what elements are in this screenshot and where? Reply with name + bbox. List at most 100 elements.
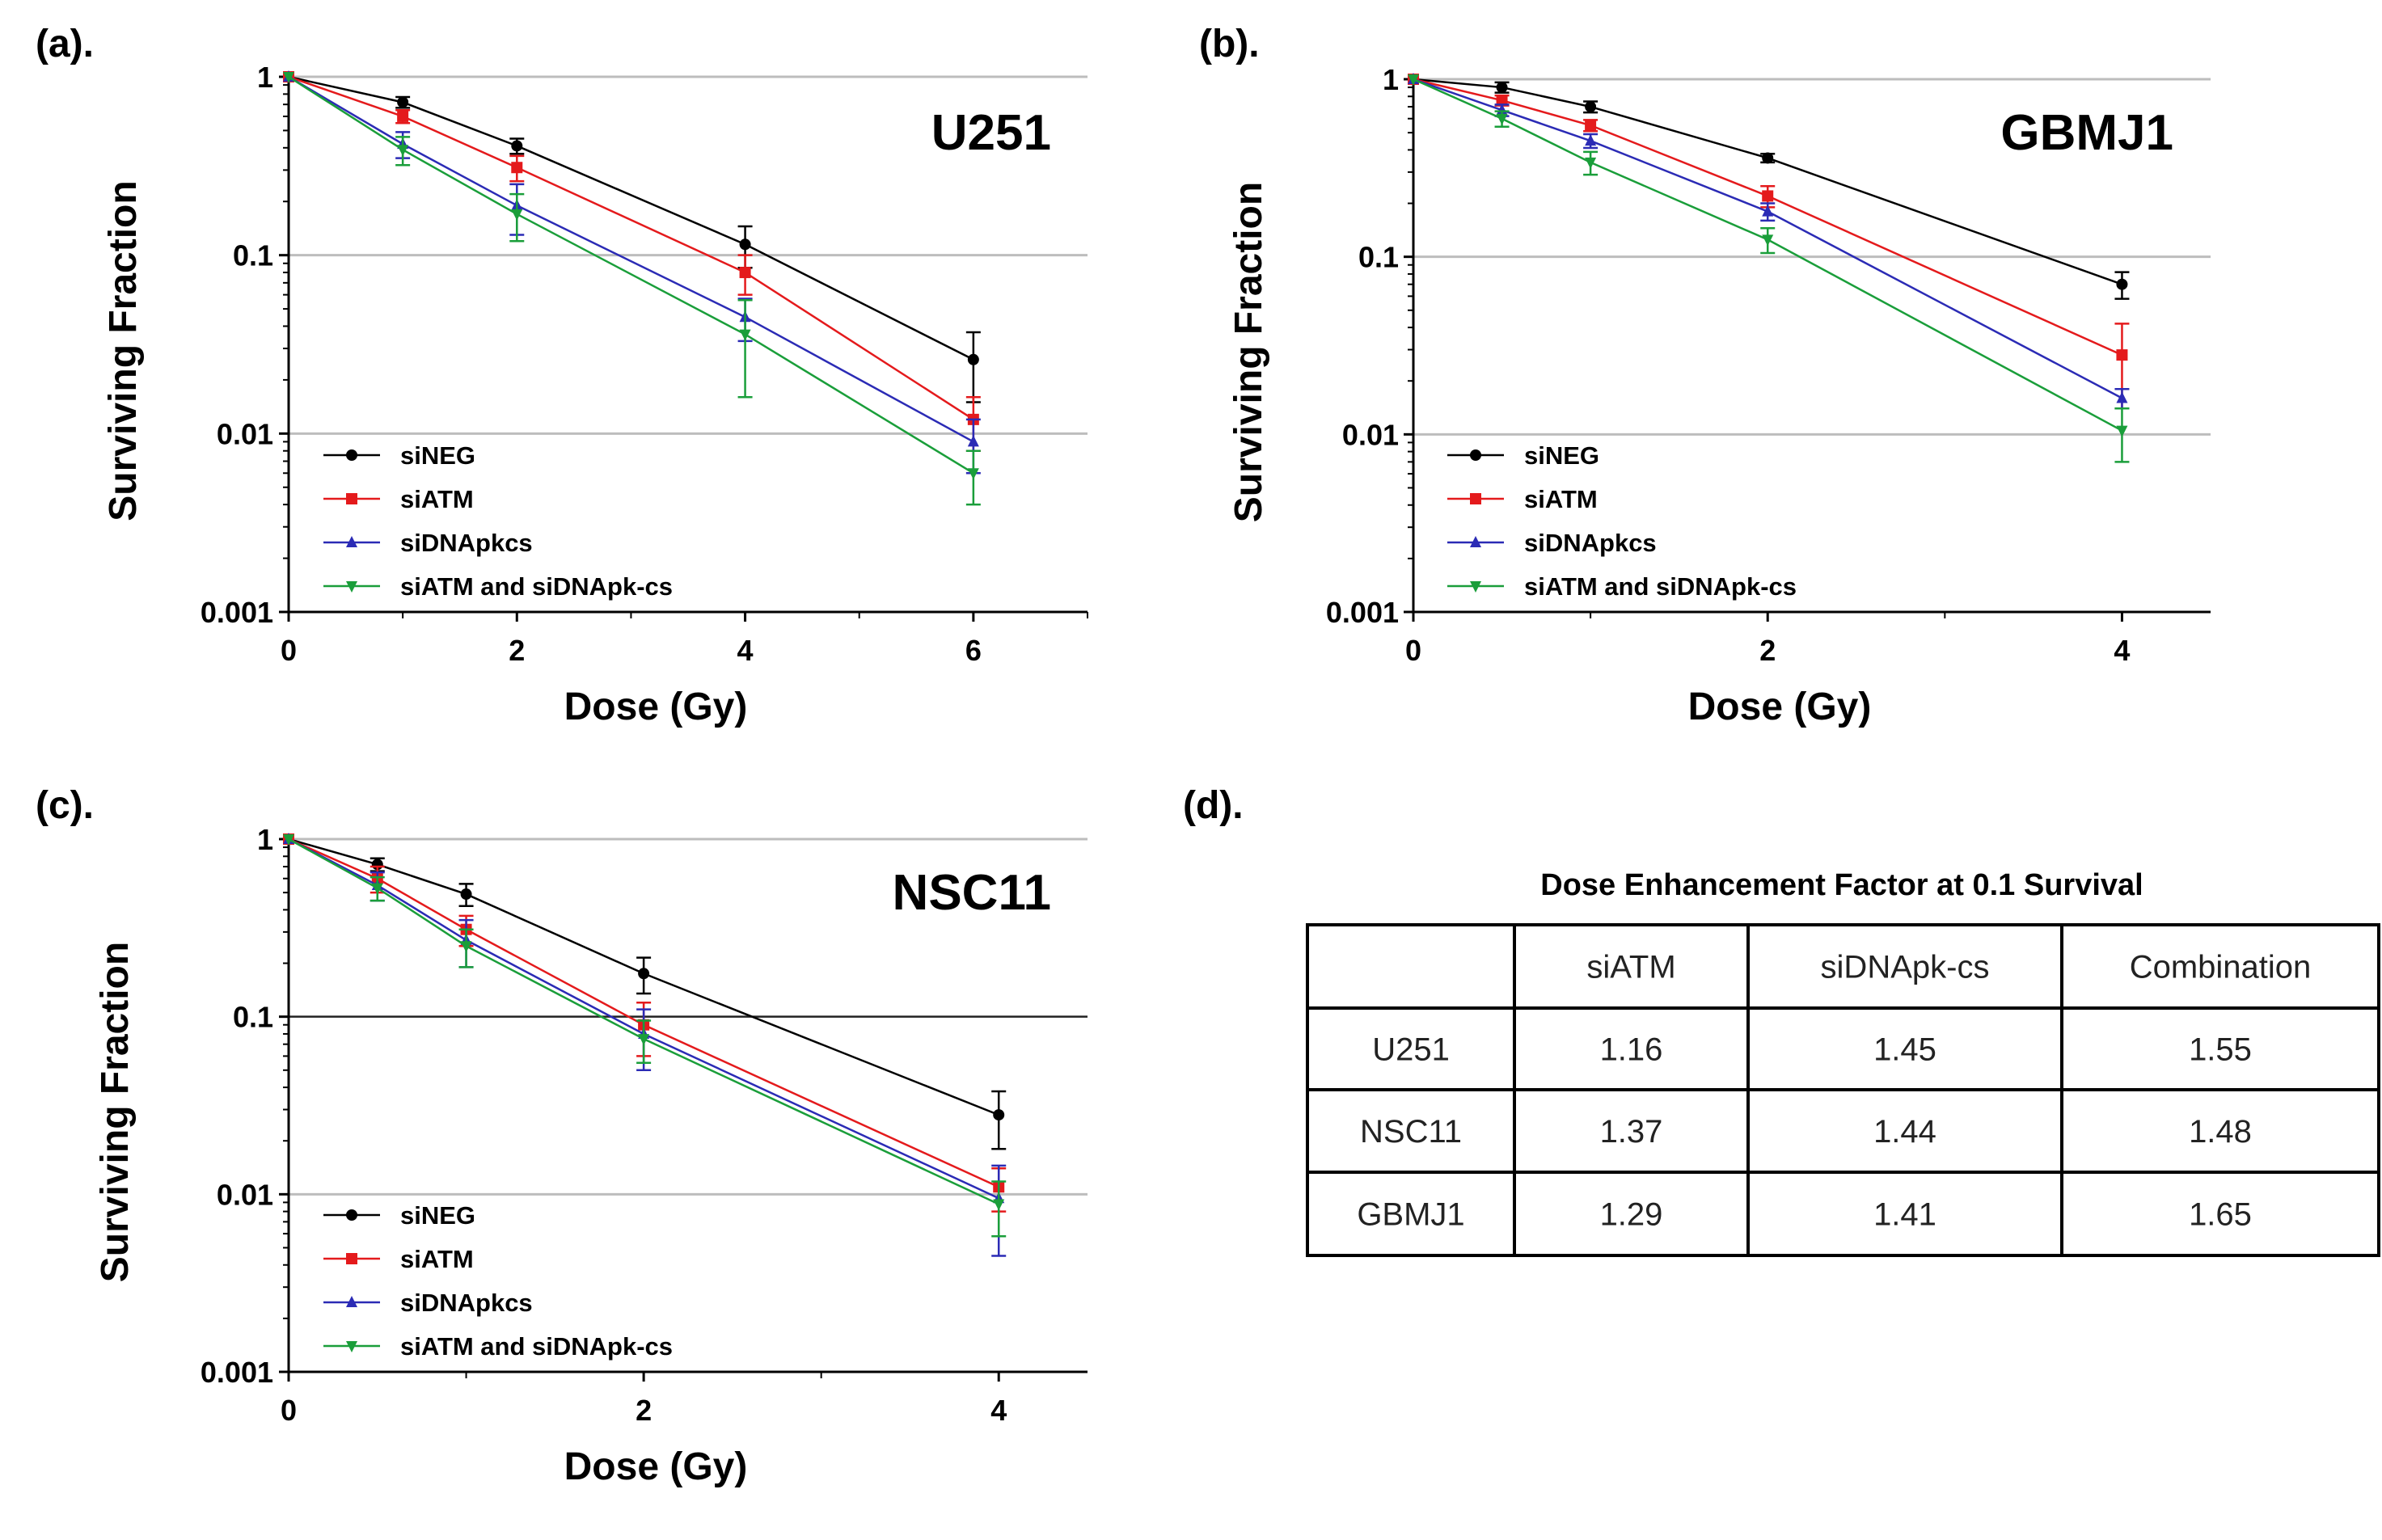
data-point — [2116, 425, 2128, 437]
y-axis-title: Surviving Fraction — [102, 180, 145, 521]
table-cell: 1.37 — [1600, 1114, 1663, 1150]
table-cell: 1.48 — [2189, 1114, 2252, 1150]
data-point — [2116, 349, 2128, 361]
table-cell: 1.55 — [2189, 1032, 2252, 1068]
legend-entry: siATM — [400, 485, 474, 513]
chart-title: NSC11 — [893, 865, 1051, 921]
series-line — [288, 75, 974, 420]
data-point — [1762, 234, 1774, 247]
legend-entry: siDNApkcs — [400, 1289, 533, 1317]
x-tick-label: 2 — [509, 634, 525, 667]
series-line — [288, 75, 974, 361]
data-point — [638, 1034, 650, 1046]
series-line — [288, 75, 974, 443]
legend-entry: siDNApkcs — [400, 529, 533, 557]
table-cell: U251 — [1372, 1032, 1450, 1068]
data-point — [1585, 120, 1597, 132]
data-point — [460, 941, 472, 953]
x-axis-title: Dose (Gy) — [564, 686, 748, 728]
x-tick-label: 0 — [1405, 634, 1421, 667]
data-point — [397, 96, 409, 108]
data-point — [511, 140, 523, 152]
data-point — [739, 238, 751, 251]
data-point — [2116, 391, 2128, 403]
series-siatm-and-sidnapk-cs — [283, 834, 1007, 1238]
y-tick-label: 1 — [257, 823, 273, 856]
x-tick-label: 2 — [636, 1394, 652, 1427]
table-cell: 1.45 — [1873, 1032, 1936, 1068]
y-axis-title: Surviving Fraction — [1227, 182, 1270, 522]
table-cell: 1.65 — [2189, 1197, 2252, 1233]
y-tick-label: 0.001 — [1326, 596, 1399, 629]
legend-marker — [346, 536, 357, 547]
data-point — [739, 329, 751, 341]
data-point — [397, 145, 409, 157]
legend-marker — [346, 1209, 357, 1221]
x-tick-label: 2 — [1759, 634, 1776, 667]
series-sidnapkcs — [283, 70, 981, 475]
legend-marker — [346, 449, 357, 461]
series-sineg — [283, 71, 981, 403]
series-siatm-and-sidnapk-cs — [283, 72, 981, 506]
legend-entry: siATM and siDNApk-cs — [1524, 572, 1797, 601]
data-point — [1585, 134, 1597, 146]
data-point — [2116, 278, 2128, 290]
y-tick-label: 0.01 — [1342, 418, 1399, 451]
data-point — [993, 1199, 1005, 1211]
panel-label: (c). — [36, 784, 94, 827]
table-cell: 1.16 — [1600, 1032, 1663, 1068]
legend: siNEG siATM siDNApkcs siATM and siDNApk-cs — [323, 1201, 673, 1361]
y-tick-label: 1 — [257, 61, 273, 94]
legend: siNEG siATM siDNApkcs siATM and siDNApk-cs — [323, 441, 673, 601]
legend-entry: siATM — [400, 1245, 474, 1273]
y-tick-label: 0.01 — [217, 1178, 273, 1211]
legend-marker — [346, 1341, 357, 1352]
legend-entry: siNEG — [400, 1201, 475, 1230]
chart-title: U251 — [931, 105, 1051, 161]
table-cell: GBMJ1 — [1357, 1197, 1464, 1233]
data-point — [460, 888, 472, 901]
chart-title: GBMJ1 — [2000, 105, 2173, 161]
data-point — [1585, 157, 1597, 169]
data-point — [511, 162, 523, 174]
y-tick-label: 0.001 — [201, 596, 273, 629]
legend-entry: siDNApkcs — [1524, 529, 1657, 557]
y-tick-label: 0.001 — [201, 1356, 273, 1389]
table-cell: 1.41 — [1873, 1197, 1936, 1233]
x-tick-label: 0 — [281, 634, 297, 667]
x-axis-title: Dose (Gy) — [1688, 686, 1872, 728]
table-title: Dose Enhancement Factor at 0.1 Survival — [1540, 868, 2143, 902]
series-siatm-and-sidnapk-cs — [1408, 74, 2130, 463]
x-tick-label: 4 — [990, 1394, 1007, 1427]
panel-label: (b). — [1199, 23, 1260, 65]
y-tick-label: 0.1 — [1358, 241, 1399, 274]
y-tick-label: 0.01 — [217, 417, 273, 450]
data-point — [1762, 190, 1774, 202]
data-point — [1762, 152, 1774, 164]
y-axis-title: Surviving Fraction — [94, 942, 137, 1282]
table-cell: 1.44 — [1873, 1114, 1936, 1150]
legend-entry: siNEG — [400, 441, 475, 470]
x-tick-label: 6 — [965, 634, 982, 667]
x-axis-title: Dose (Gy) — [564, 1445, 748, 1488]
table-header-cell: siATM — [1586, 950, 1675, 985]
data-point — [638, 968, 650, 980]
x-tick-label: 0 — [281, 1394, 297, 1427]
data-point — [1585, 101, 1597, 113]
legend-marker — [346, 493, 357, 504]
data-point — [1496, 113, 1508, 125]
legend-marker — [346, 1253, 357, 1264]
table-panel: (d). Dose Enhancement Factor at 0.1 Survi… — [1183, 784, 2380, 1257]
legend-entry: siATM and siDNApk-cs — [400, 572, 673, 601]
data-point — [967, 353, 979, 365]
data-point — [283, 72, 294, 83]
table-header-cell: Combination — [2130, 950, 2312, 985]
data-point — [1762, 205, 1774, 217]
legend-marker — [1470, 449, 1481, 461]
legend-entry: siNEG — [1524, 441, 1599, 470]
legend-marker — [1470, 493, 1481, 504]
data-point — [511, 209, 523, 221]
